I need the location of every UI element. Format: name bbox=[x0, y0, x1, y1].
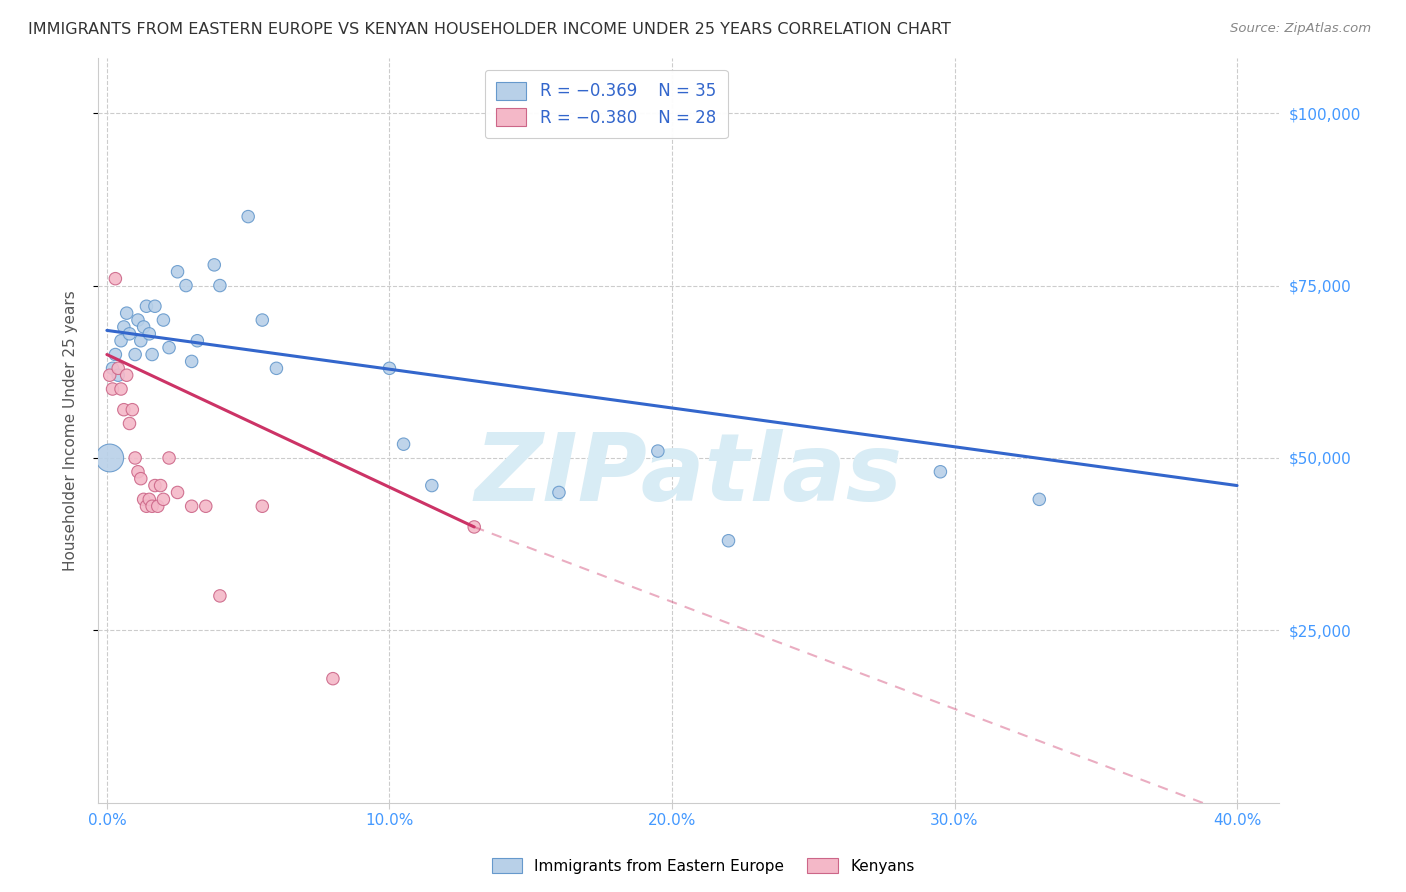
Legend: R = −0.369    N = 35, R = −0.380    N = 28: R = −0.369 N = 35, R = −0.380 N = 28 bbox=[485, 70, 727, 138]
Point bbox=[101, 361, 124, 376]
Point bbox=[138, 326, 160, 341]
Point bbox=[104, 347, 127, 361]
Text: ZIPatlas: ZIPatlas bbox=[475, 429, 903, 521]
Y-axis label: Householder Income Under 25 years: Householder Income Under 25 years bbox=[63, 290, 77, 571]
Point bbox=[115, 368, 138, 383]
Point bbox=[132, 320, 155, 334]
Point bbox=[157, 341, 180, 355]
Point bbox=[104, 271, 127, 285]
Point bbox=[152, 313, 174, 327]
Point bbox=[135, 299, 157, 313]
Point bbox=[107, 361, 129, 376]
Point bbox=[135, 500, 157, 514]
Point bbox=[110, 334, 132, 348]
Point bbox=[101, 382, 124, 396]
Point bbox=[129, 472, 152, 486]
Point bbox=[110, 382, 132, 396]
Point bbox=[112, 402, 135, 417]
Point bbox=[548, 485, 571, 500]
Point bbox=[378, 361, 401, 376]
Point bbox=[186, 334, 208, 348]
Legend: Immigrants from Eastern Europe, Kenyans: Immigrants from Eastern Europe, Kenyans bbox=[485, 852, 921, 880]
Point bbox=[174, 278, 197, 293]
Point bbox=[252, 500, 274, 514]
Point bbox=[124, 450, 146, 465]
Point bbox=[463, 520, 485, 534]
Point bbox=[202, 258, 225, 272]
Point bbox=[208, 278, 231, 293]
Point bbox=[124, 347, 146, 361]
Point bbox=[138, 492, 160, 507]
Point bbox=[107, 368, 129, 383]
Point bbox=[115, 306, 138, 320]
Point bbox=[98, 368, 121, 383]
Point bbox=[118, 326, 141, 341]
Point bbox=[238, 210, 260, 224]
Point bbox=[146, 500, 169, 514]
Point bbox=[143, 299, 166, 313]
Point bbox=[266, 361, 288, 376]
Point bbox=[141, 347, 163, 361]
Point bbox=[112, 320, 135, 334]
Point bbox=[149, 478, 172, 492]
Point bbox=[647, 444, 669, 458]
Point bbox=[392, 437, 415, 451]
Point bbox=[929, 465, 952, 479]
Point bbox=[132, 492, 155, 507]
Point bbox=[127, 313, 149, 327]
Point bbox=[166, 485, 188, 500]
Text: IMMIGRANTS FROM EASTERN EUROPE VS KENYAN HOUSEHOLDER INCOME UNDER 25 YEARS CORRE: IMMIGRANTS FROM EASTERN EUROPE VS KENYAN… bbox=[28, 22, 950, 37]
Point bbox=[420, 478, 443, 492]
Point bbox=[1028, 492, 1050, 507]
Point bbox=[180, 500, 202, 514]
Point bbox=[157, 450, 180, 465]
Point bbox=[166, 265, 188, 279]
Point bbox=[121, 402, 143, 417]
Point bbox=[152, 492, 174, 507]
Point bbox=[208, 589, 231, 603]
Point bbox=[141, 500, 163, 514]
Point bbox=[322, 672, 344, 686]
Point bbox=[252, 313, 274, 327]
Point bbox=[129, 334, 152, 348]
Point bbox=[717, 533, 740, 548]
Text: Source: ZipAtlas.com: Source: ZipAtlas.com bbox=[1230, 22, 1371, 36]
Point bbox=[143, 478, 166, 492]
Point bbox=[180, 354, 202, 368]
Point bbox=[127, 465, 149, 479]
Point bbox=[194, 500, 217, 514]
Point bbox=[98, 450, 121, 465]
Point bbox=[118, 417, 141, 431]
